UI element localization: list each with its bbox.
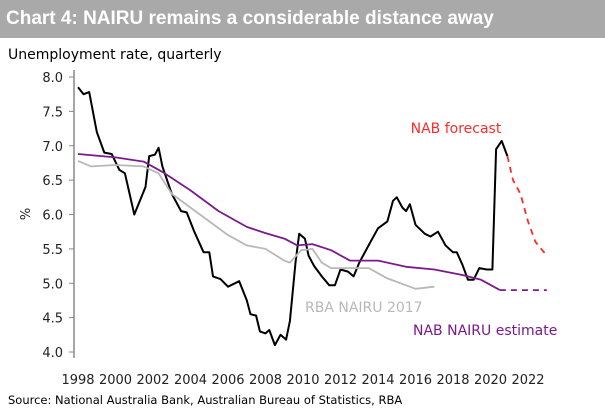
chart-title: Chart 4: NAIRU remains a considerable di… (0, 0, 605, 38)
y-tick-label: 6.0 (42, 209, 63, 224)
y-tick-label: 7.0 (42, 140, 63, 155)
y-tick-label: 5.0 (42, 277, 63, 292)
y-tick-label: 5.5 (42, 243, 63, 258)
y-tick-label: 6.5 (42, 174, 63, 189)
series-nab_nairu (77, 153, 501, 291)
x-tick-label: 1998 (61, 373, 94, 388)
series-rba_nairu (77, 160, 435, 290)
x-tick-label: 2012 (324, 373, 357, 388)
x-tick-label: 2002 (136, 373, 169, 388)
annotation-label: NAB forecast (411, 121, 502, 137)
annotation-label: RBA NAIRU 2017 (305, 300, 423, 316)
series-unemp (77, 86, 509, 347)
x-tick-label: 2018 (436, 373, 469, 388)
x-tick-label: 2008 (249, 373, 282, 388)
x-tick-label: 2016 (399, 373, 432, 388)
y-tick-label: 8.0 (42, 71, 63, 86)
annotation-label: NAB NAIRU estimate (413, 323, 557, 339)
x-tick-label: 2014 (361, 373, 394, 388)
y-tick-label: 7.5 (42, 105, 63, 120)
y-tick-label: 4.5 (42, 312, 63, 327)
series-forecast (506, 155, 548, 257)
x-tick-label: 2022 (511, 373, 544, 388)
chart-subtitle: Unemployment rate, quarterly (8, 47, 222, 63)
y-tick-label: 4.0 (42, 346, 63, 361)
x-tick-label: 2004 (174, 373, 207, 388)
x-tick-label: 2010 (286, 373, 319, 388)
x-tick-label: 2000 (99, 373, 132, 388)
x-tick-label: 2020 (474, 373, 507, 388)
y-axis-label: % (19, 208, 34, 220)
source-note: Source: National Australia Bank, Austral… (8, 393, 403, 407)
x-tick-label: 2006 (211, 373, 244, 388)
